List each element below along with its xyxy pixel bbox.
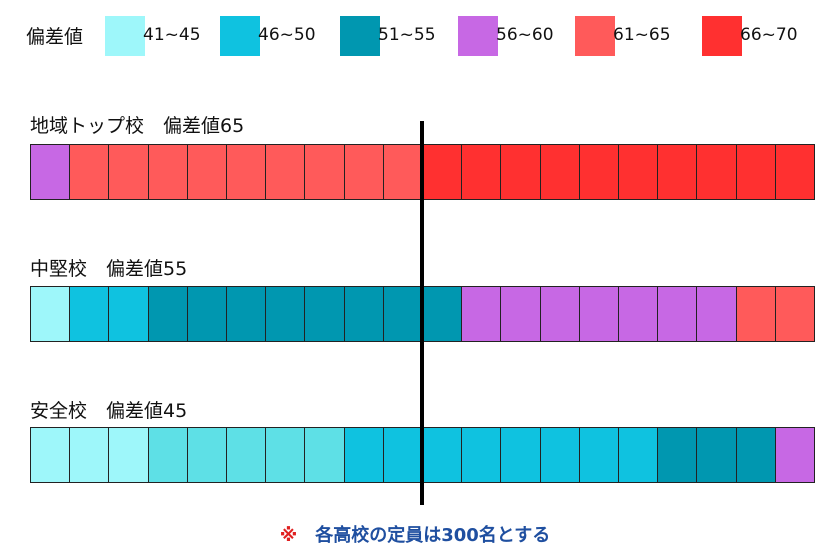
bar-cell	[108, 286, 149, 342]
bar-cell	[618, 286, 659, 342]
bar-cell	[69, 427, 110, 483]
bar-cell	[578, 144, 619, 200]
bar-cell	[186, 286, 227, 342]
bar-cell	[539, 144, 580, 200]
legend-label: 66~70	[740, 25, 798, 45]
bar-cell	[304, 286, 345, 342]
footnote: ※ 各高校の定員は300名とする	[0, 521, 830, 547]
bar-cell	[422, 144, 463, 200]
bar-cell	[304, 427, 345, 483]
bar-cell	[343, 144, 384, 200]
bar-cell	[186, 144, 227, 200]
bar-cell	[30, 427, 71, 483]
bar-cell	[774, 427, 815, 483]
legend-swatch	[340, 16, 380, 56]
bar-cell	[735, 427, 776, 483]
bar-cell	[265, 144, 306, 200]
bar-cell	[147, 144, 188, 200]
bar-cell	[461, 286, 502, 342]
bar-cell	[461, 427, 502, 483]
bar-cell	[343, 286, 384, 342]
bar-cell	[774, 286, 815, 342]
bar-cell	[108, 144, 149, 200]
bar-cell	[657, 144, 698, 200]
bar-cell	[304, 144, 345, 200]
bar-cell	[461, 144, 502, 200]
footnote-mark: ※	[279, 525, 298, 546]
bar-cell	[30, 286, 71, 342]
bar-cell	[186, 427, 227, 483]
bar-cell	[618, 144, 659, 200]
bar-cell	[578, 427, 619, 483]
bar-cell	[147, 427, 188, 483]
bar-cell	[382, 144, 423, 200]
bar-cell	[226, 286, 267, 342]
bar-cell	[226, 427, 267, 483]
bar-cell	[539, 427, 580, 483]
bar-cell	[696, 286, 737, 342]
bar-cell	[69, 144, 110, 200]
bar-cell	[108, 427, 149, 483]
bar-cell	[657, 286, 698, 342]
footnote-text: 各高校の定員は300名とする	[315, 525, 551, 546]
bar-cell	[30, 144, 71, 200]
legend-swatch	[220, 16, 260, 56]
row-title-safe-school: 安全校 偏差値45	[30, 400, 188, 422]
bar-top-school	[30, 144, 815, 200]
row-title-mid-school: 中堅校 偏差値55	[30, 258, 188, 280]
bar-cell	[735, 286, 776, 342]
bar-cell	[774, 144, 815, 200]
legend-title: 偏差値	[26, 26, 84, 48]
legend-swatch	[458, 16, 498, 56]
bar-cell	[265, 286, 306, 342]
bar-safe-school	[30, 427, 815, 483]
legend-label: 51~55	[378, 25, 436, 45]
legend-swatch	[575, 16, 615, 56]
bar-cell	[500, 286, 541, 342]
bar-cell	[382, 427, 423, 483]
bar-cell	[500, 144, 541, 200]
bar-cell	[578, 286, 619, 342]
legend-label: 61~65	[613, 25, 671, 45]
bar-cell	[69, 286, 110, 342]
bar-cell	[422, 427, 463, 483]
bar-cell	[500, 427, 541, 483]
bar-cell	[735, 144, 776, 200]
bar-cell	[539, 286, 580, 342]
bar-cell	[265, 427, 306, 483]
bar-cell	[382, 286, 423, 342]
row-title-top-school: 地域トップ校 偏差値65	[30, 115, 245, 137]
bar-cell	[657, 427, 698, 483]
bar-cell	[226, 144, 267, 200]
bar-cell	[696, 144, 737, 200]
bar-cell	[147, 286, 188, 342]
bar-mid-school	[30, 286, 815, 342]
legend-label: 41~45	[143, 25, 201, 45]
cutoff-line	[420, 121, 424, 505]
legend-swatch	[105, 16, 145, 56]
bar-cell	[696, 427, 737, 483]
bar-cell	[343, 427, 384, 483]
legend-label: 56~60	[496, 25, 554, 45]
bar-cell	[422, 286, 463, 342]
legend-label: 46~50	[258, 25, 316, 45]
legend-swatch	[702, 16, 742, 56]
bar-cell	[618, 427, 659, 483]
